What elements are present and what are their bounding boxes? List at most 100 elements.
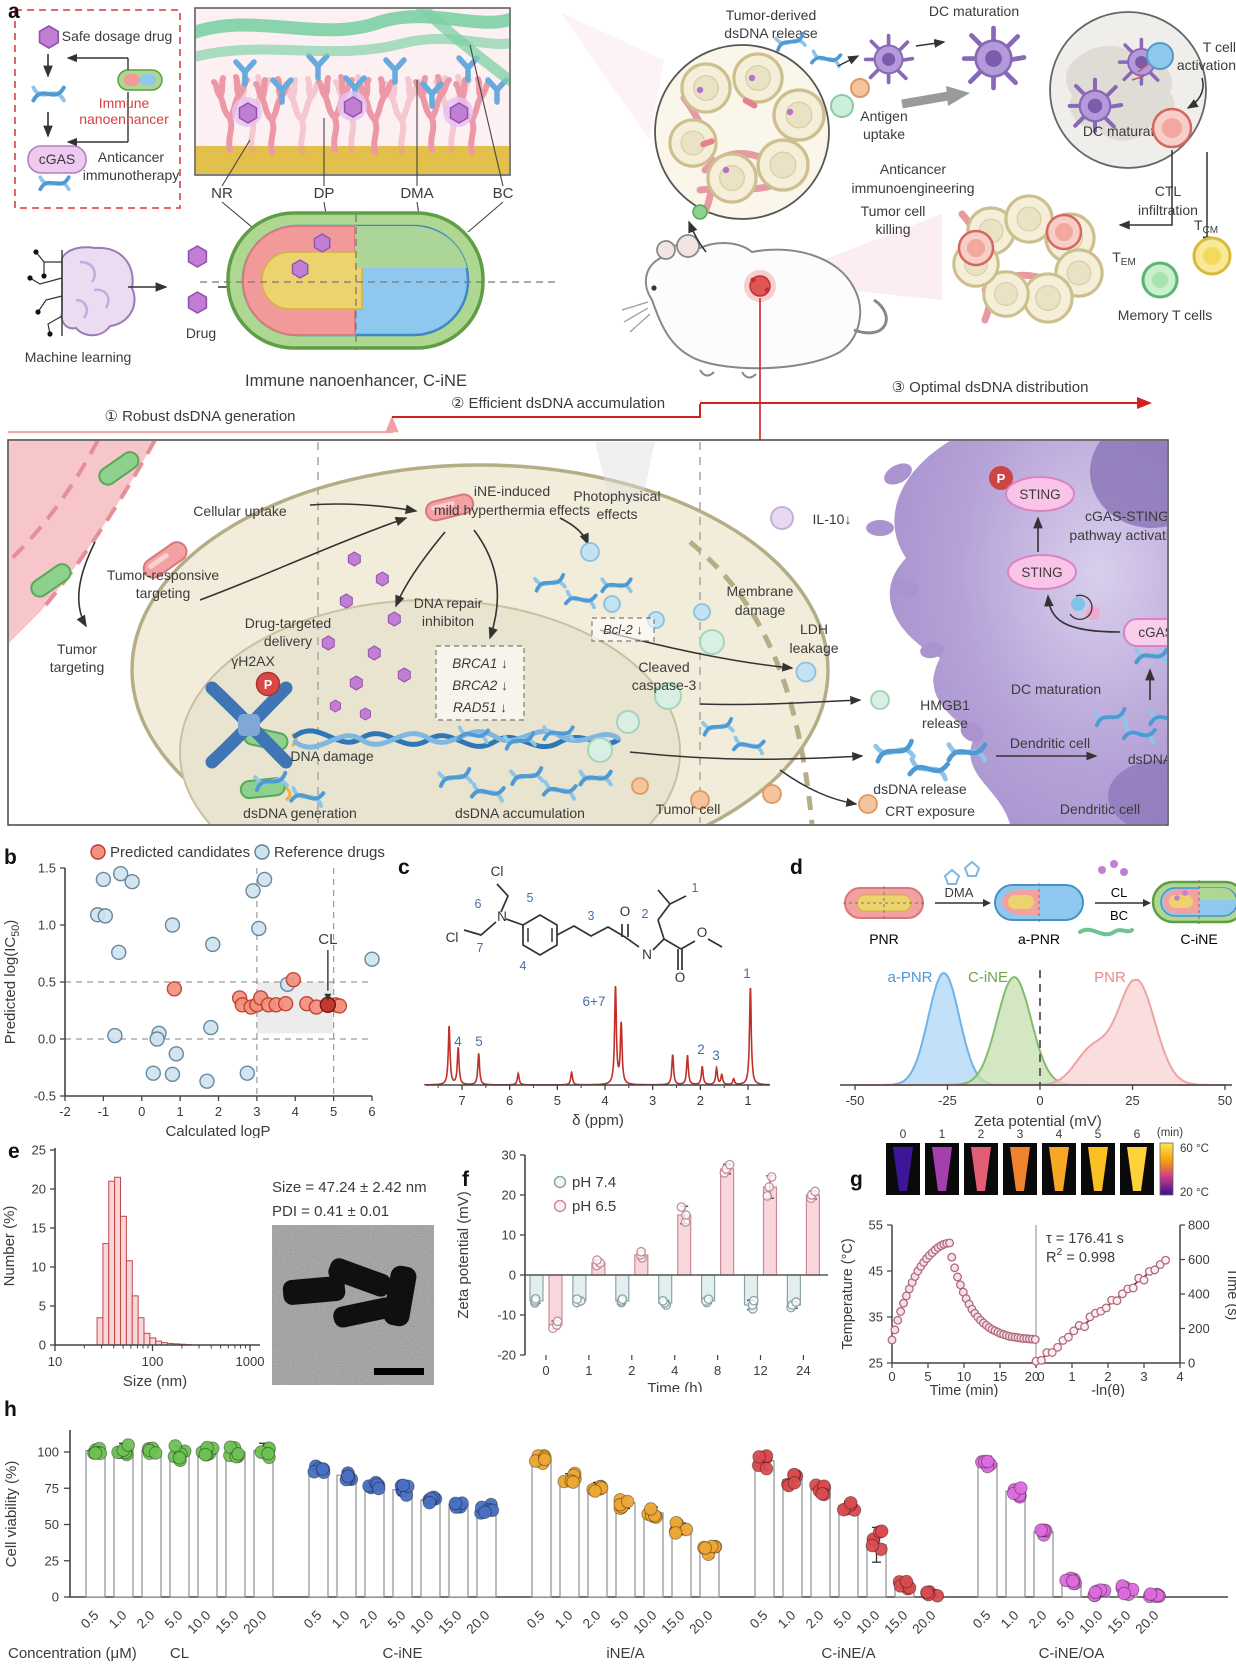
x-tick-label: 1	[585, 1363, 592, 1378]
r2-annotation: R2 = 0.998	[1046, 1247, 1115, 1266]
x-tick-label: -50	[846, 1093, 865, 1108]
y-axis-label: Cell viability (%)	[3, 1461, 20, 1568]
x-tick-label: 1000	[236, 1354, 265, 1369]
viability-bar	[448, 1503, 469, 1598]
y-tick-label: 1.0	[38, 918, 56, 933]
viability-bar	[336, 1474, 357, 1598]
legend-marker	[254, 844, 270, 860]
concentration-tick-label: 5.0	[831, 1608, 855, 1632]
membrane-damage-label-1: Membrane	[727, 583, 794, 599]
histogram-bar	[131, 1295, 139, 1346]
y-axis-label-right: Time (s)	[1224, 1268, 1236, 1321]
fit-point	[1112, 1296, 1122, 1306]
anticancer-immunoeng-label-1: Anticancer	[880, 161, 946, 177]
antigen-icon	[850, 78, 870, 98]
group-label: C-iNE/A	[821, 1645, 875, 1662]
position-number-label: 5	[527, 891, 534, 905]
viability-bar	[810, 1487, 831, 1598]
temperature-point	[887, 1335, 897, 1345]
y-tick-label: 30	[502, 1148, 516, 1163]
y-tick-label: -10	[497, 1308, 516, 1323]
viability-bar	[587, 1486, 608, 1598]
fit-point	[1080, 1322, 1090, 1332]
y-tick-label: -0.5	[34, 1089, 56, 1104]
viability-dot	[865, 1538, 880, 1553]
dc-maturation-top-label: DC maturation	[929, 3, 1019, 19]
bc-label: BC	[493, 185, 514, 202]
nucleus	[179, 599, 681, 824]
x-tick-label: 100	[142, 1354, 164, 1369]
tumor-killing-label-2: killing	[875, 221, 910, 237]
viability-bar	[476, 1507, 497, 1598]
x-tick-label: 2	[697, 1093, 704, 1108]
x-axis-label: δ (ppm)	[572, 1112, 624, 1129]
x-tick-label: 1	[744, 1093, 751, 1108]
ine-hyperthermia-label-1: iNE-induced	[474, 483, 550, 499]
viability-dot	[1143, 1587, 1158, 1601]
crt-icons	[631, 777, 878, 814]
concentration-tick-label: 20.0	[686, 1608, 715, 1637]
x-tick-label: 5	[330, 1104, 337, 1119]
atom-label: O	[697, 925, 708, 940]
scatter-point	[97, 908, 113, 924]
fit-point	[1150, 1265, 1160, 1275]
scatter-point	[124, 873, 140, 890]
curve-label: PNR	[1094, 969, 1126, 986]
dc-maturation-node-label: DC maturation	[1083, 123, 1173, 139]
axes	[54, 1148, 260, 1346]
position-number-label: 1	[692, 881, 699, 895]
viability-dot	[1014, 1481, 1028, 1495]
time-label: 2	[978, 1127, 985, 1141]
y-tick-label: 0.0	[38, 1032, 56, 1047]
y-axis-label: Predicted log(IC50)	[2, 920, 22, 1045]
tcell-activation-label-2: activation	[1177, 57, 1236, 73]
viability-dot	[588, 1484, 602, 1498]
viability-dot	[668, 1526, 683, 1540]
viability-dot	[396, 1478, 410, 1493]
histogram-bar	[96, 1317, 104, 1346]
concept-box: Safe dosage drug Immune nanoenhancer cGA…	[14, 9, 181, 209]
viability-bar	[113, 1448, 134, 1598]
data-dot	[552, 1316, 563, 1327]
time-label: 1	[939, 1127, 946, 1141]
dsdna-release-label: dsDNA release	[873, 781, 967, 797]
viability-dot	[261, 1446, 275, 1461]
dsdna-icon	[38, 175, 71, 192]
antigen-uptake-label-2: uptake	[863, 126, 905, 142]
viability-bar	[392, 1489, 413, 1598]
legend-label: pH 6.5	[572, 1198, 616, 1215]
dna-repair-label-1: DNA repair	[414, 595, 483, 611]
drug-label: Drug	[186, 325, 216, 341]
photophysical-label-1: Photophysical	[573, 488, 660, 504]
membrane-closeup: NR DP DMA BC	[194, 7, 514, 289]
panel-label-c: c	[398, 856, 410, 879]
scatter-point	[251, 920, 267, 937]
fit-point	[1161, 1255, 1171, 1265]
bc-arrow-label: BC	[1110, 908, 1128, 923]
y-tick-label: 0	[52, 1590, 59, 1605]
panel-a-schematic: Safe dosage drug Immune nanoenhancer cGA…	[7, 3, 1236, 826]
peak-label: 6+7	[583, 994, 606, 1009]
concentration-tick-label: 0.5	[524, 1608, 548, 1632]
concentration-tick-label: 20.0	[240, 1608, 269, 1637]
x-tick-label: 6	[368, 1104, 375, 1119]
x-tick-label: 24	[796, 1363, 810, 1378]
drug-hexagon-icon	[187, 291, 208, 314]
x-tick-label: 1	[1068, 1369, 1075, 1384]
x-tick-label: 15	[993, 1369, 1007, 1384]
position-number-label: 6	[475, 897, 482, 911]
viability-dot	[422, 1495, 437, 1510]
tem-image	[272, 1225, 434, 1385]
x-tick-label: 7	[458, 1093, 465, 1108]
cine-label: C-iNE	[1180, 931, 1217, 947]
x-tick-label: 4	[1176, 1369, 1183, 1384]
concentration-tick-label: 2.0	[803, 1608, 827, 1632]
temperature-point	[899, 1298, 908, 1308]
tumor-derived-label-1: Tumor-derived	[726, 7, 817, 23]
curve-label: a-PNR	[887, 969, 932, 986]
concentration-tick-label: 1.0	[106, 1608, 130, 1632]
panel-b-scatter: -2 -1 0 1 2 3 4 5 6 -0.5 0.0 0.5 1.0 1.5 CL Predicted c…	[2, 844, 385, 1138]
x-tick-label: 2	[628, 1363, 635, 1378]
